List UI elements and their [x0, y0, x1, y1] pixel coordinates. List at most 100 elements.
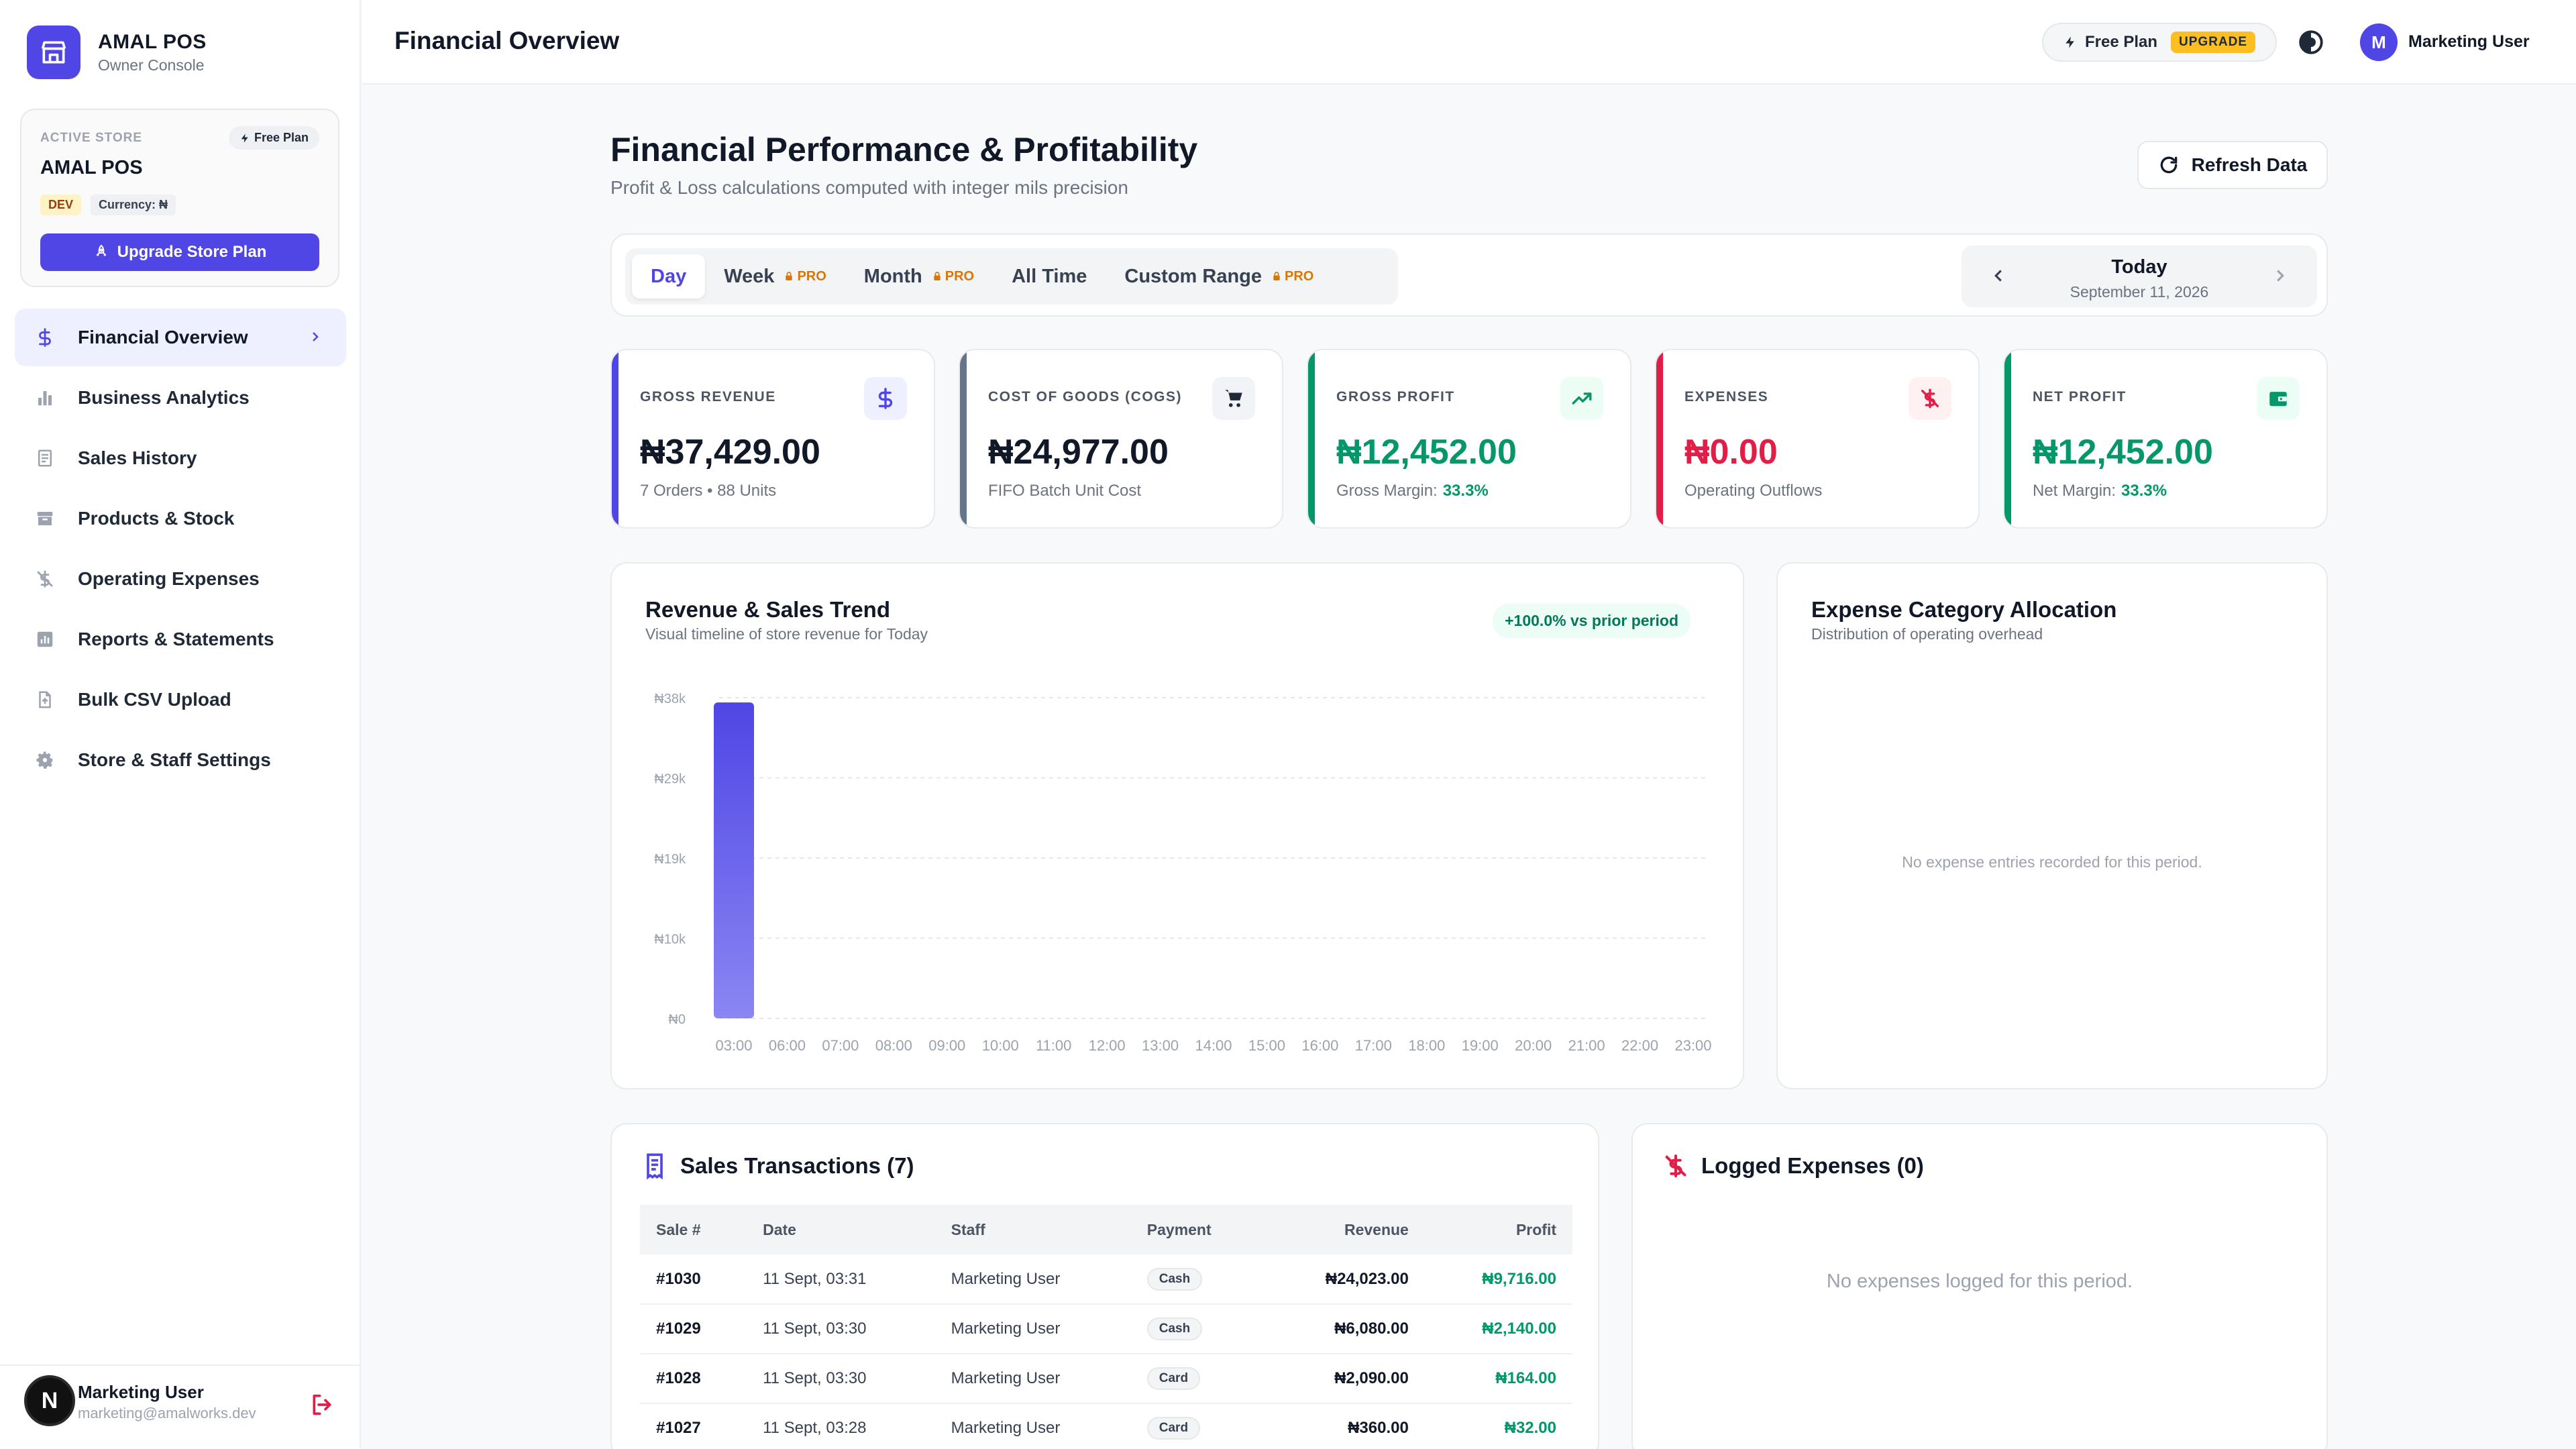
- x-tick-label: 08:00: [875, 1037, 912, 1054]
- sale-payment: Card: [1130, 1354, 1265, 1404]
- table-row[interactable]: #1028 11 Sept, 03:30 Marketing User Card…: [640, 1354, 1572, 1404]
- sidebar-item-label: Bulk CSV Upload: [78, 689, 231, 710]
- column-header[interactable]: Date: [747, 1205, 935, 1254]
- revenue-bar-chart: ₦0 ₦10k ₦19k ₦29k ₦38k 03:00 06:00 07:00 08:00 0…: [654, 692, 1711, 1054]
- tab-label: Day: [651, 265, 687, 287]
- y-tick-label: ₦19k: [654, 852, 686, 867]
- x-tick-label: 10:00: [982, 1037, 1019, 1054]
- kpi-label: NET PROFIT: [2033, 389, 2127, 405]
- kpi-label: GROSS REVENUE: [640, 389, 776, 405]
- plan-chip: Free Plan: [228, 126, 319, 150]
- user-name[interactable]: Marketing User: [2408, 32, 2530, 51]
- x-tick-label: 21:00: [1568, 1037, 1605, 1054]
- sale-date: 11 Sept, 03:30: [747, 1304, 935, 1354]
- logout-icon[interactable]: [309, 1391, 335, 1421]
- sidebar-item-operating-expenses[interactable]: Operating Expenses: [15, 550, 346, 608]
- table-row[interactable]: #1030 11 Sept, 03:31 Marketing User Cash…: [640, 1254, 1572, 1305]
- payment-chip: Card: [1146, 1367, 1201, 1390]
- sale-number: #1029: [640, 1304, 747, 1354]
- upgrade-button[interactable]: UPGRADE: [2171, 32, 2256, 53]
- period-tabs: Day Week PRO Month PRO All Time Custom R…: [625, 248, 1398, 305]
- active-store-card: ACTIVE STORE Free Plan AMAL POS DEV Curr…: [20, 109, 339, 287]
- kpi-note-highlight: 33.3%: [2121, 482, 2167, 500]
- upgrade-store-plan-button[interactable]: Upgrade Store Plan: [40, 233, 319, 271]
- logged-expenses-card: Logged Expenses (0) No expenses logged f…: [1631, 1123, 2328, 1449]
- sale-profit: ₦9,716.00: [1424, 1254, 1572, 1305]
- chevron-left-icon[interactable]: [1988, 266, 2008, 289]
- kpi-expenses: EXPENSES ₦0.00 Operating Outflows: [1655, 349, 1980, 529]
- sidebar-item-bulk-csv-upload[interactable]: Bulk CSV Upload: [15, 671, 346, 729]
- theme-toggle-icon[interactable]: [2297, 28, 2325, 60]
- kpi-label: GROSS PROFIT: [1336, 389, 1455, 405]
- tab-month[interactable]: Month PRO: [845, 254, 993, 299]
- sale-staff: Marketing User: [934, 1354, 1131, 1404]
- x-tick-label: 17:00: [1355, 1037, 1392, 1054]
- refresh-data-button[interactable]: Refresh Data: [2137, 141, 2328, 189]
- page-title: Financial Overview: [394, 27, 620, 54]
- sidebar-item-business-analytics[interactable]: Business Analytics: [15, 369, 346, 427]
- store-name: AMAL POS: [40, 157, 143, 178]
- tab-all-time[interactable]: All Time: [993, 254, 1106, 299]
- kpi-label: COST OF GOODS (COGS): [988, 389, 1183, 405]
- sidebar-item-store-staff-settings[interactable]: Store & Staff Settings: [15, 731, 346, 789]
- card-title: Sales Transactions (7): [680, 1153, 914, 1178]
- avatar[interactable]: N: [24, 1375, 75, 1426]
- report-icon: [34, 628, 56, 651]
- archive-icon: [34, 507, 56, 530]
- footer-user-email: marketing@amalworks.dev: [78, 1405, 256, 1421]
- gear-icon: [34, 749, 56, 771]
- revenue-trend-card: Revenue & Sales Trend Visual timeline of…: [610, 562, 1744, 1089]
- expense-allocation-card: Expense Category Allocation Distribution…: [1776, 562, 2328, 1089]
- tab-week[interactable]: Week PRO: [705, 254, 845, 299]
- plan-pill[interactable]: Free Plan UPGRADE: [2042, 23, 2277, 62]
- y-tick-label: ₦0: [668, 1012, 686, 1027]
- table-row[interactable]: #1029 11 Sept, 03:30 Marketing User Cash…: [640, 1304, 1572, 1354]
- tab-custom-range[interactable]: Custom Range PRO: [1106, 254, 1332, 299]
- sidebar-item-reports-statements[interactable]: Reports & Statements: [15, 610, 346, 668]
- kpi-net-profit: NET PROFIT ₦12,452.00 Net Margin: 33.3%: [2003, 349, 2328, 529]
- user-avatar[interactable]: M: [2360, 23, 2398, 61]
- sidebar-item-products-stock[interactable]: Products & Stock: [15, 490, 346, 547]
- column-header[interactable]: Sale #: [640, 1205, 747, 1254]
- pro-tag: PRO: [932, 269, 974, 284]
- sidebar-item-financial-overview[interactable]: Financial Overview: [15, 309, 346, 366]
- sale-revenue: ₦2,090.00: [1265, 1354, 1425, 1404]
- sidebar-item-label: Financial Overview: [78, 327, 248, 347]
- kpi-note: Operating Outflows: [1684, 482, 1822, 500]
- tab-day[interactable]: Day: [632, 254, 706, 299]
- pro-label: PRO: [945, 268, 975, 284]
- sale-revenue: ₦360.00: [1265, 1403, 1425, 1449]
- x-tick-label: 13:00: [1142, 1037, 1179, 1054]
- sale-date: 11 Sept, 03:30: [747, 1354, 935, 1404]
- x-tick-label: 18:00: [1408, 1037, 1445, 1054]
- kpi-cogs: COST OF GOODS (COGS) ₦24,977.00 FIFO Bat…: [959, 349, 1283, 529]
- brand[interactable]: AMAL POS Owner Console: [27, 25, 207, 79]
- kpi-value: ₦0.00: [1684, 433, 1778, 472]
- payment-chip: Card: [1146, 1417, 1201, 1440]
- y-tick-label: ₦29k: [654, 772, 686, 787]
- sidebar-item-sales-history[interactable]: Sales History: [15, 429, 346, 487]
- table-row[interactable]: #1027 11 Sept, 03:28 Marketing User Card…: [640, 1403, 1572, 1449]
- x-tick-label: 06:00: [769, 1037, 806, 1054]
- kpi-note: Gross Margin: 33.3%: [1336, 482, 1489, 500]
- sidebar-user-footer: N Marketing User marketing@amalworks.dev: [0, 1364, 361, 1449]
- date-title: Today: [2111, 256, 2167, 278]
- kpi-note-highlight: 33.3%: [1442, 482, 1489, 500]
- chevron-right-icon[interactable]: [2270, 266, 2290, 289]
- sale-profit: ₦2,140.00: [1424, 1304, 1572, 1354]
- column-header[interactable]: Staff: [934, 1205, 1131, 1254]
- column-header[interactable]: Profit: [1424, 1205, 1572, 1254]
- card-title: Revenue & Sales Trend: [645, 597, 890, 622]
- x-tick-label: 20:00: [1515, 1037, 1552, 1054]
- receipt-icon: [647, 1153, 663, 1179]
- y-tick-label: ₦10k: [654, 932, 686, 947]
- x-tick-label: 14:00: [1195, 1037, 1232, 1054]
- column-header[interactable]: Payment: [1130, 1205, 1265, 1254]
- tab-label: Month: [863, 265, 922, 287]
- footer-user-name: Marketing User: [78, 1382, 204, 1402]
- column-header[interactable]: Revenue: [1265, 1205, 1425, 1254]
- chart-bar[interactable]: [714, 702, 754, 1018]
- sale-staff: Marketing User: [934, 1304, 1131, 1354]
- money-off-icon: [34, 568, 56, 590]
- trending-up-icon: [1560, 377, 1603, 420]
